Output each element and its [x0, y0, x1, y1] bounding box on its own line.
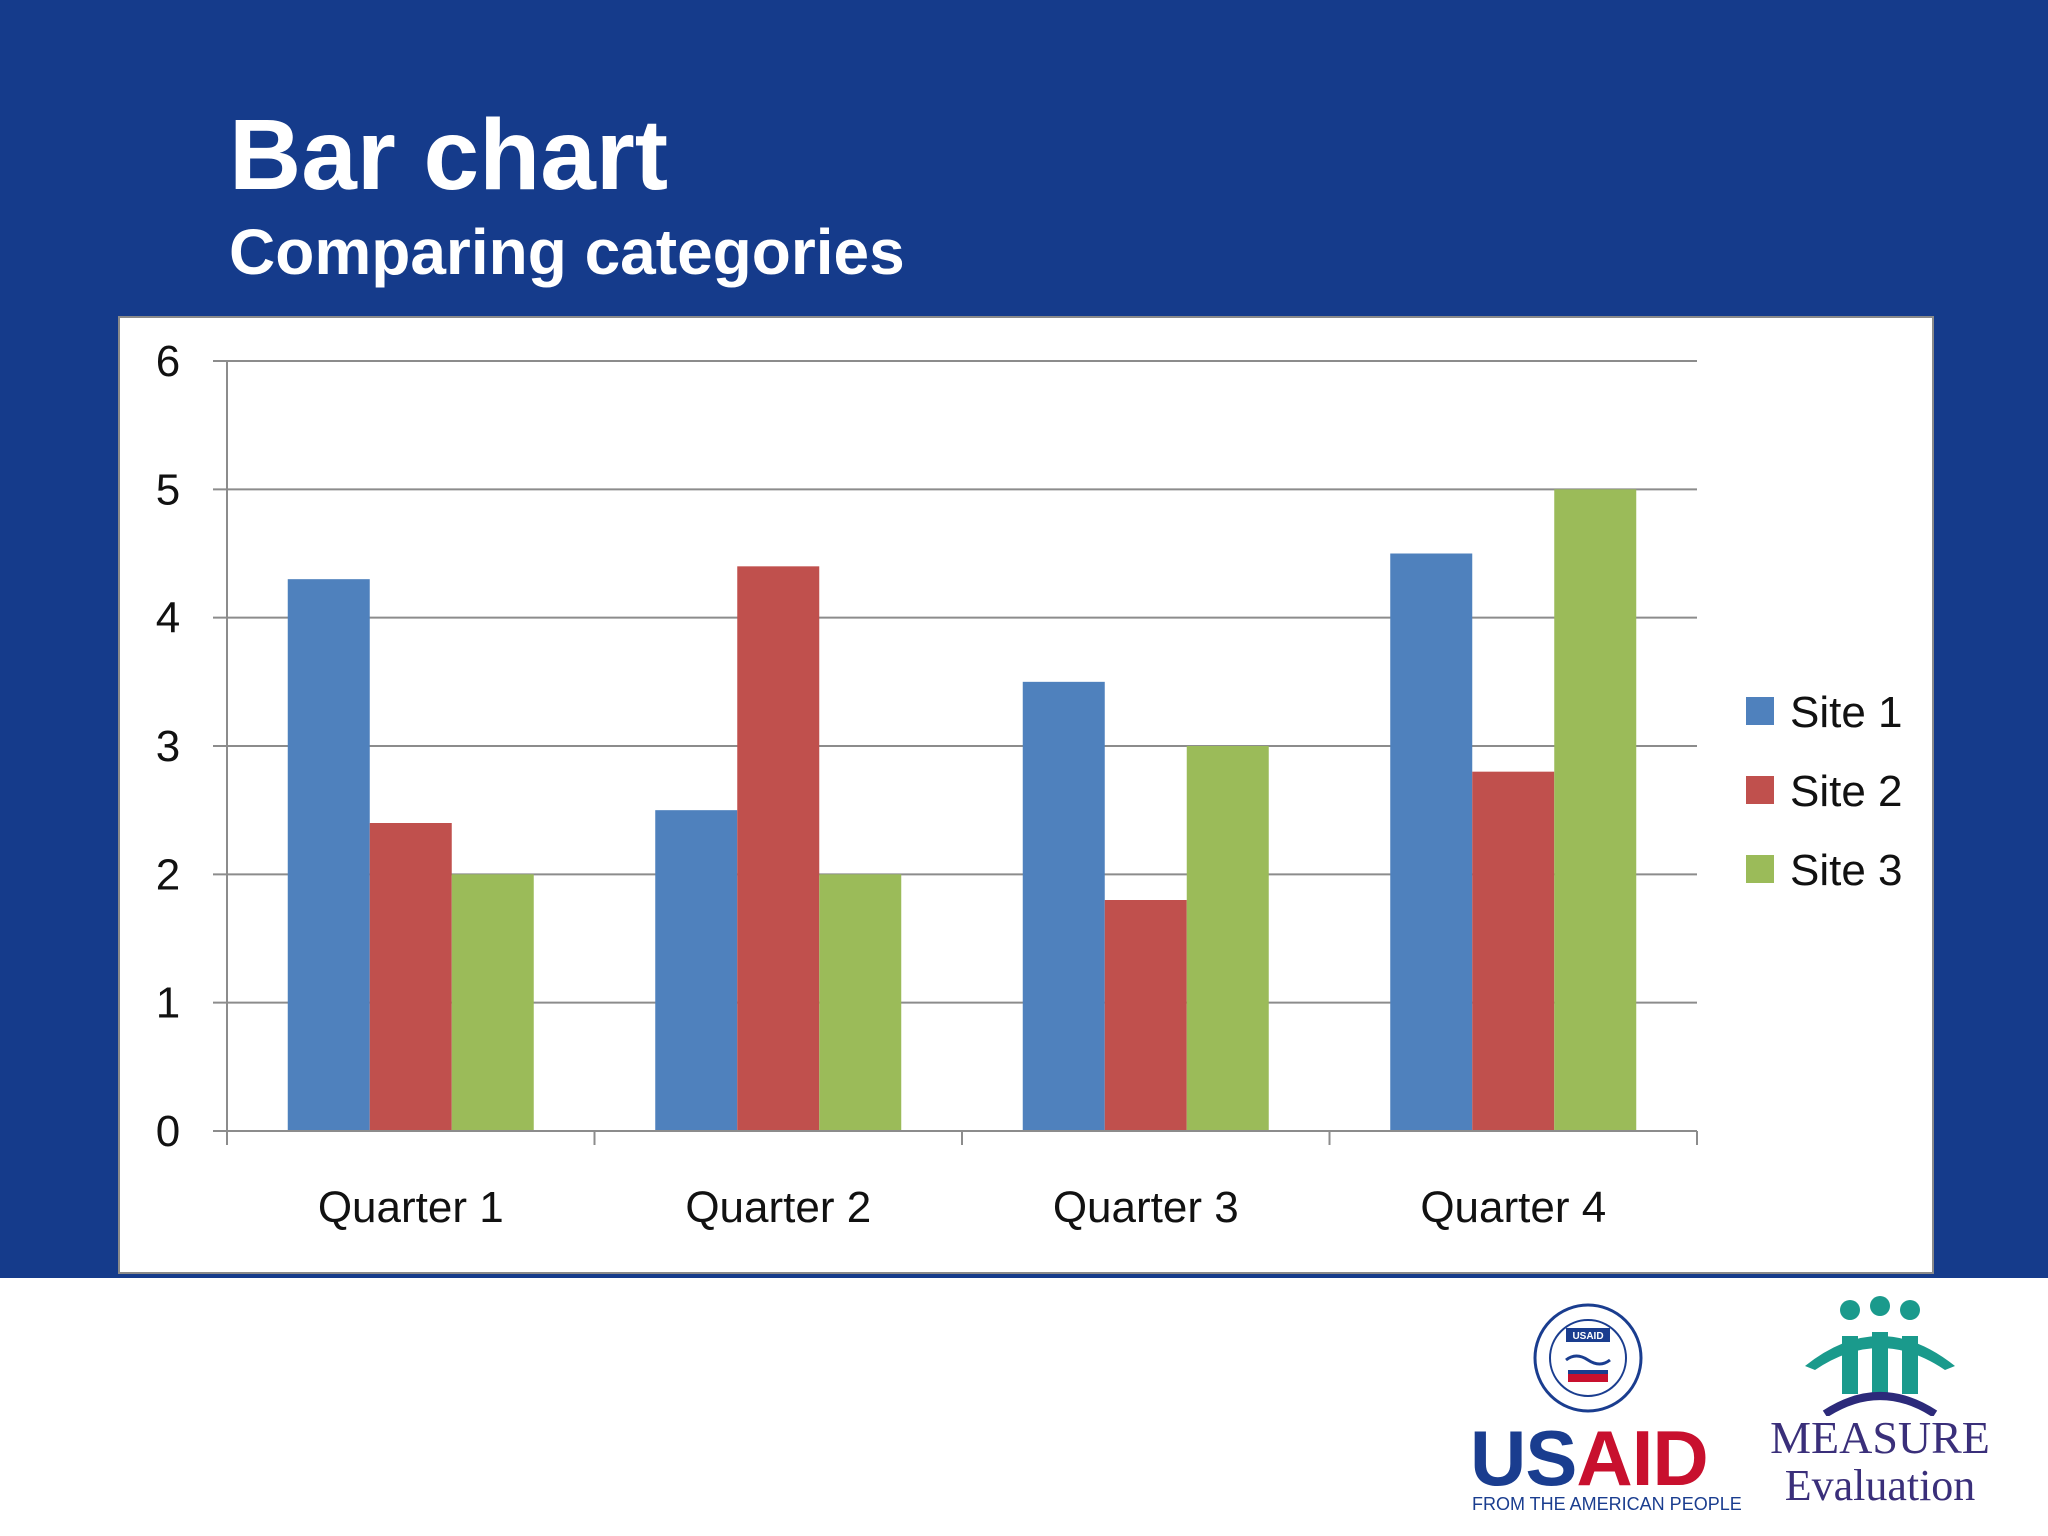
evaluation-wordmark: Evaluation — [1784, 1461, 1976, 1510]
measure-evaluation-logo: MEASURE Evaluation — [1765, 1296, 1995, 1526]
y-tick-label: 5 — [156, 465, 180, 514]
footer-logos: USAID USAID FROM THE AMERICAN PEOPLE MEA… — [1460, 1296, 2020, 1526]
bar-site-1-quarter-2 — [655, 810, 738, 1131]
bar-site-2-quarter-4 — [1472, 771, 1555, 1131]
usaid-seal-icon: USAID — [1533, 1303, 1643, 1413]
legend-swatch — [1746, 776, 1774, 804]
bar-site-2-quarter-1 — [369, 823, 452, 1131]
usaid-logo: USAID USAID FROM THE AMERICAN PEOPLE — [1460, 1296, 1742, 1526]
category-label: Quarter 2 — [685, 1183, 871, 1232]
bar-site-2-quarter-3 — [1104, 900, 1187, 1131]
legend-label: Site 3 — [1790, 846, 1903, 895]
axes — [213, 361, 1698, 1145]
y-tick-label: 0 — [156, 1107, 180, 1156]
usaid-tagline: FROM THE AMERICAN PEOPLE — [1472, 1494, 1742, 1514]
y-tick-label: 6 — [156, 337, 180, 386]
legend: Site 1 Site 2 Site 3 — [1746, 688, 1903, 895]
bar-site-3-quarter-3 — [1186, 746, 1269, 1131]
slide-title: Bar chart — [229, 99, 669, 211]
measure-wordmark: MEASURE — [1770, 1412, 1990, 1463]
legend-label: Site 1 — [1790, 688, 1903, 737]
legend-label: Site 2 — [1790, 767, 1903, 816]
y-tick-label: 1 — [156, 979, 180, 1028]
slide-subtitle: Comparing categories — [229, 216, 905, 288]
bar-site-1-quarter-4 — [1390, 553, 1473, 1131]
bar-site-3-quarter-4 — [1554, 489, 1637, 1131]
legend-swatch — [1746, 855, 1774, 883]
y-tick-label: 4 — [156, 594, 180, 643]
bars — [287, 489, 1637, 1131]
measure-people-icon — [1805, 1296, 1955, 1416]
bar-site-2-quarter-2 — [737, 566, 820, 1131]
category-labels: Quarter 1 Quarter 2 Quarter 3 Quarter 4 — [318, 1183, 1606, 1232]
y-tick-labels: 0 1 2 3 4 5 6 — [156, 337, 180, 1156]
bar-site-3-quarter-1 — [451, 874, 534, 1131]
y-tick-label: 3 — [156, 722, 180, 771]
category-label: Quarter 3 — [1053, 1183, 1239, 1232]
bar-site-3-quarter-2 — [819, 874, 902, 1131]
y-tick-label: 2 — [156, 850, 180, 899]
bar-site-1-quarter-3 — [1022, 681, 1105, 1131]
category-label: Quarter 1 — [318, 1183, 504, 1232]
legend-swatch — [1746, 697, 1774, 725]
svg-text:USAID: USAID — [1572, 1331, 1603, 1342]
usaid-wordmark: USAID — [1470, 1414, 1709, 1502]
category-label: Quarter 4 — [1420, 1183, 1606, 1232]
bar-site-1-quarter-1 — [287, 579, 370, 1131]
